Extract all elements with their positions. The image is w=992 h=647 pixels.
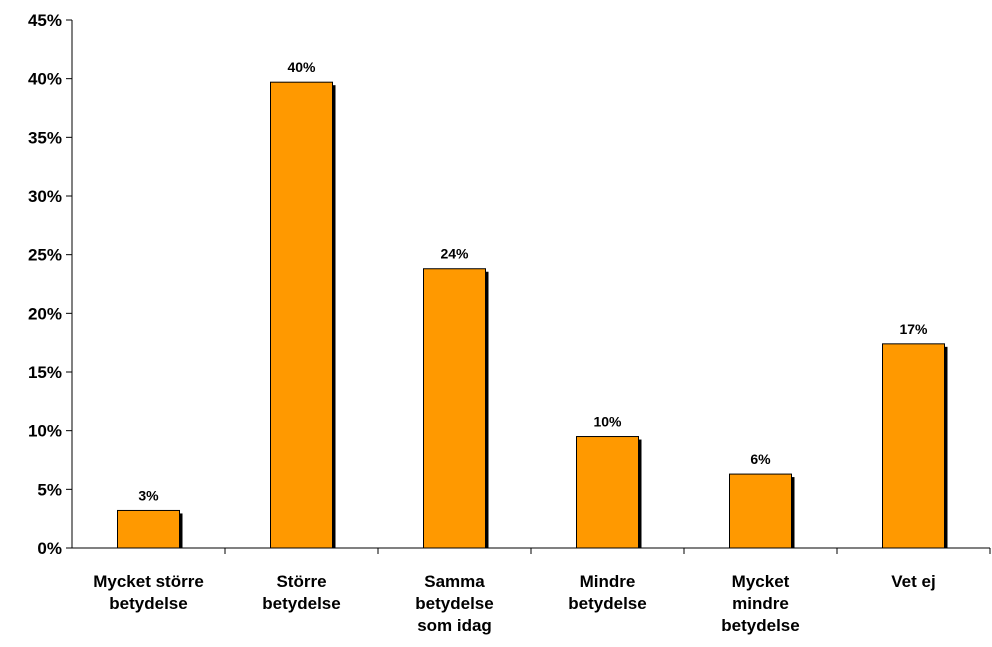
- y-tick-label: 10%: [28, 422, 62, 441]
- chart-axes: [71, 20, 991, 554]
- bar-value-label: 24%: [440, 246, 469, 262]
- bar-value-label: 40%: [287, 59, 316, 75]
- y-axis-ticks: 0% 5% 10% 15% 20% 25% 30% 35% 40% 45%: [28, 11, 72, 558]
- category-label: Samma betydelse som idag: [415, 572, 493, 635]
- y-tick-label: 0%: [37, 539, 62, 558]
- category-label: Större betydelse: [262, 572, 340, 613]
- category-label: Mindre betydelse: [568, 572, 646, 613]
- y-tick-label: 5%: [37, 480, 62, 499]
- y-tick-label: 40%: [28, 70, 62, 89]
- bar-value-label: 3%: [138, 487, 159, 503]
- bar-value-label: 6%: [750, 451, 771, 467]
- bar: [423, 268, 486, 549]
- y-tick-label: 35%: [28, 128, 62, 147]
- bar: [882, 343, 945, 549]
- category-label: Mycket större betydelse: [93, 572, 204, 613]
- y-tick-label: 30%: [28, 187, 62, 206]
- category-label: Mycket mindre betydelse: [721, 572, 799, 635]
- bar: [117, 509, 180, 549]
- category-label: Vet ej: [891, 572, 935, 591]
- y-tick-label: 25%: [28, 246, 62, 265]
- y-tick-label: 20%: [28, 304, 62, 323]
- category-labels: Mycket större betydelse Större betydelse Sam…: [93, 572, 935, 635]
- bar-value-label: 17%: [899, 321, 928, 337]
- y-tick-label: 15%: [28, 363, 62, 382]
- data-labels: 3% 40% 24% 10% 6% 17%: [138, 59, 928, 503]
- bar: [576, 436, 639, 549]
- bar: [729, 473, 792, 549]
- y-tick-label: 45%: [28, 11, 62, 30]
- bar: [270, 81, 333, 549]
- bars: [117, 81, 948, 549]
- bar-value-label: 10%: [593, 414, 622, 430]
